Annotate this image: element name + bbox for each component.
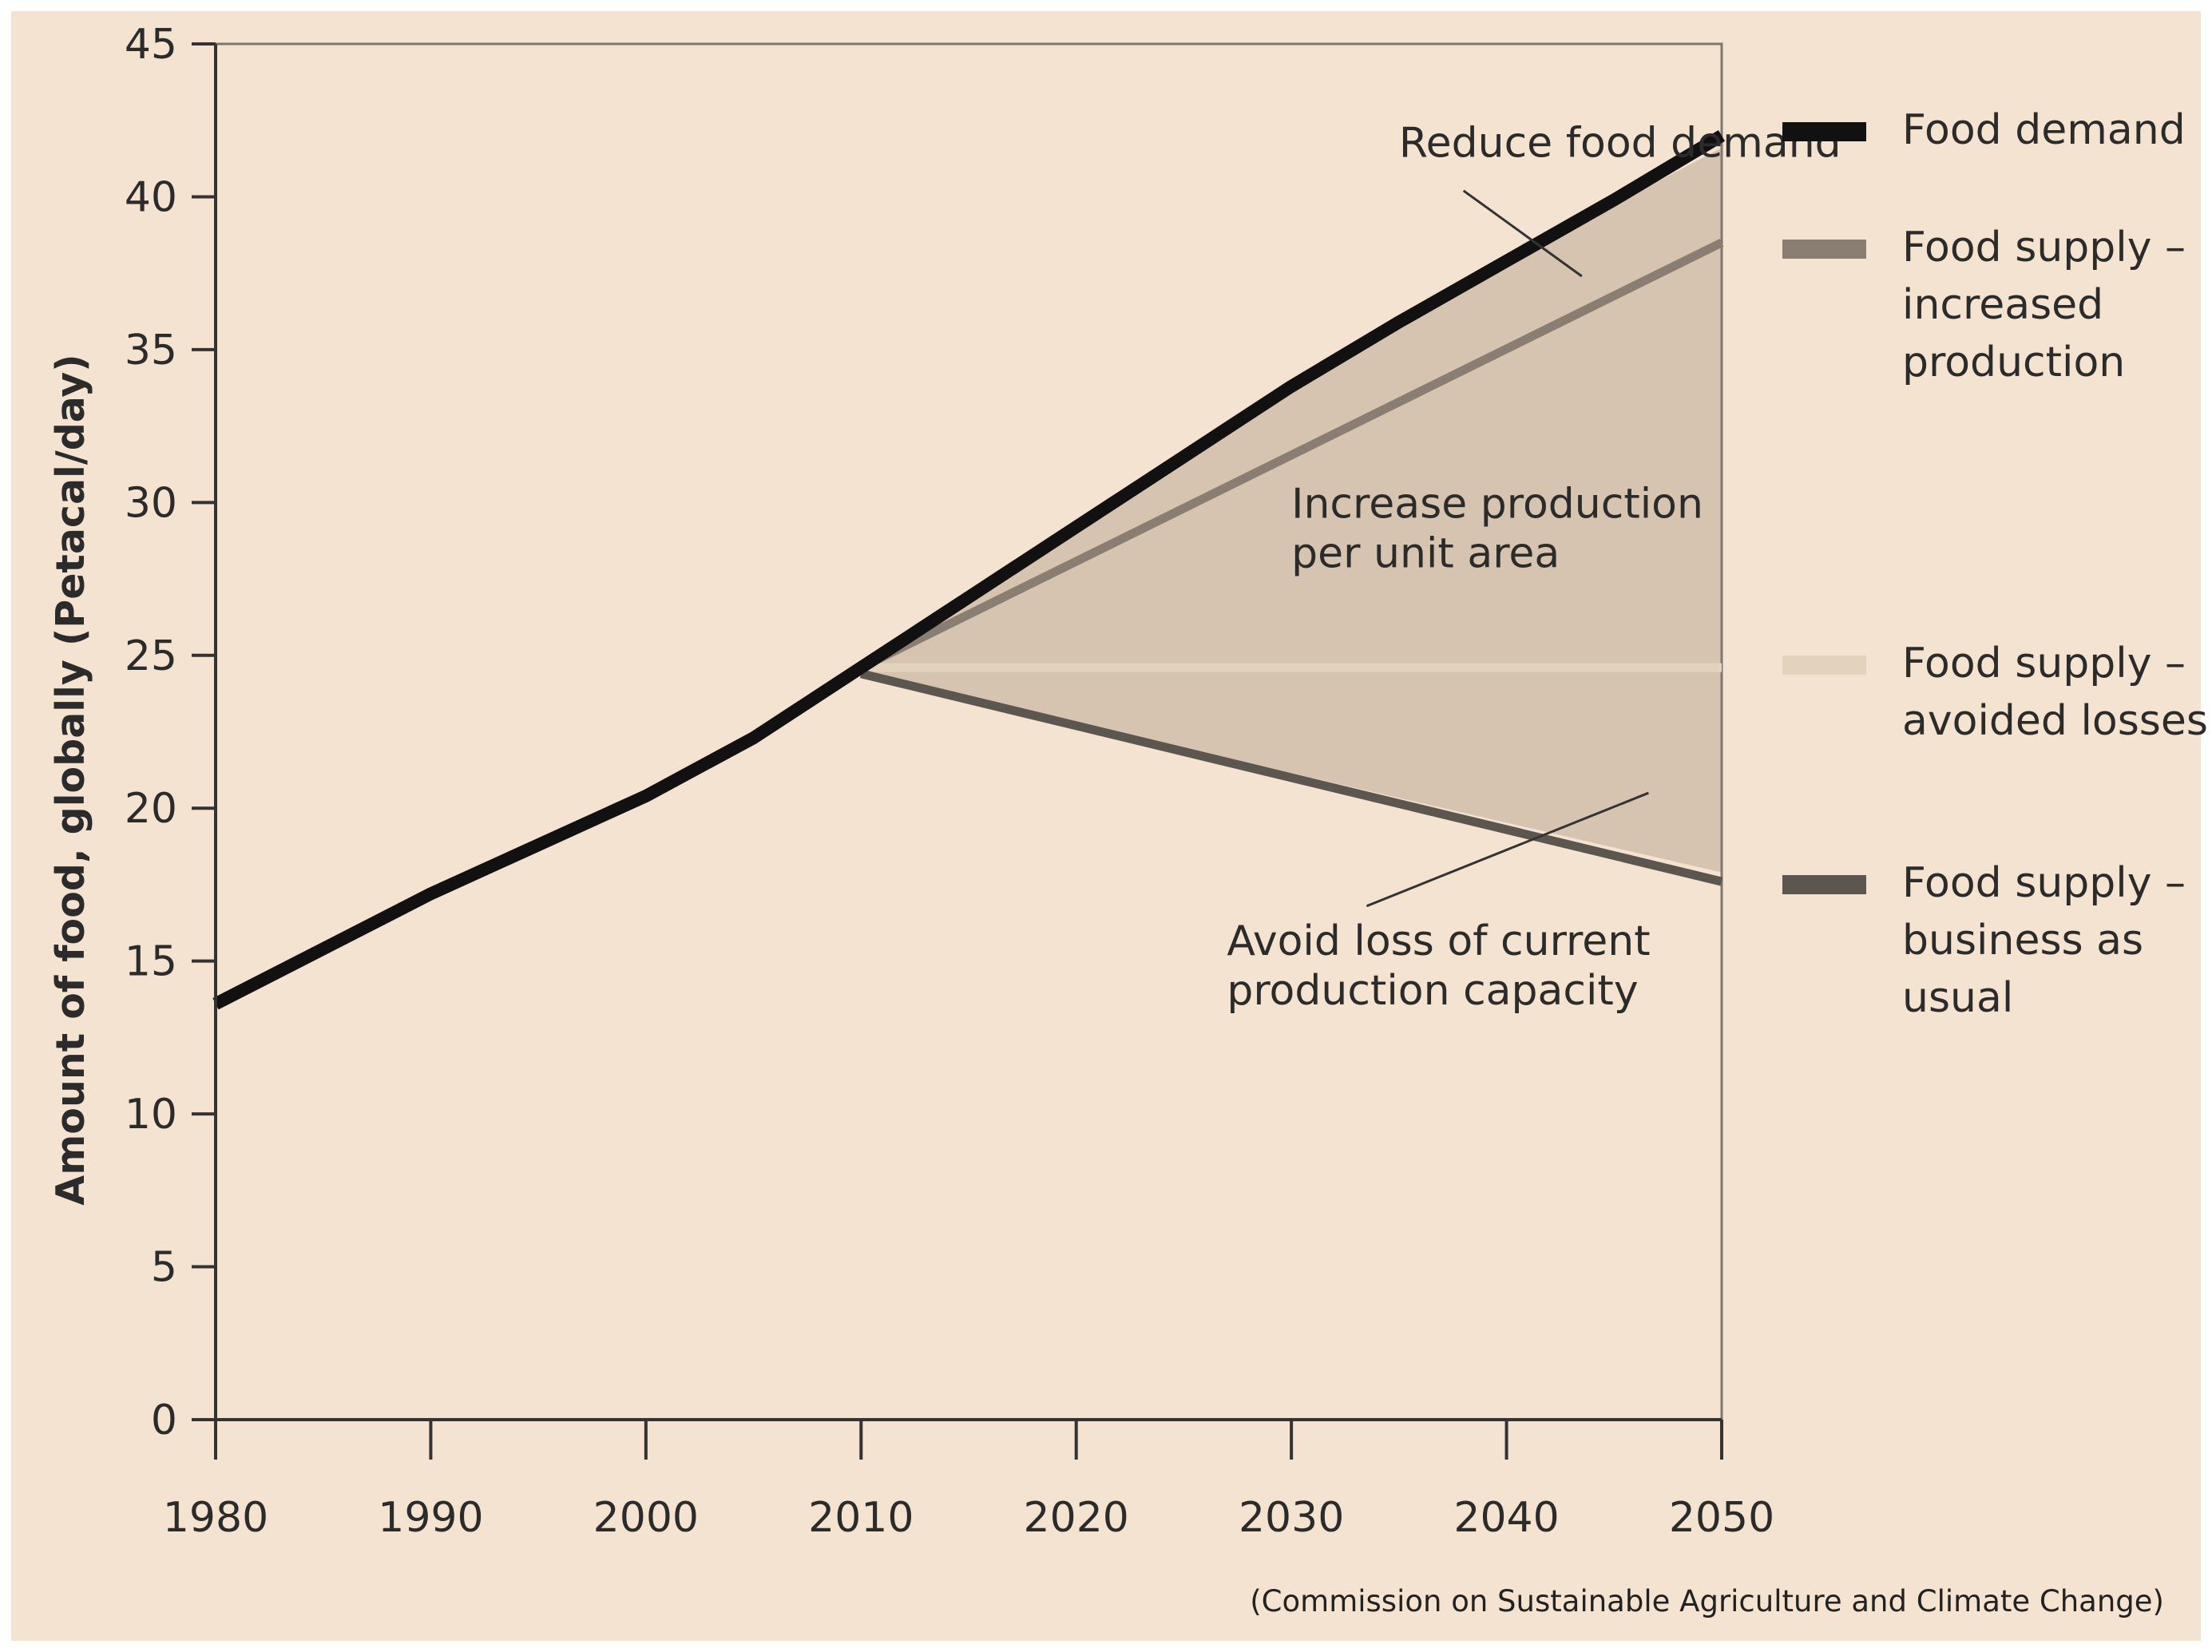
legend-label: Food supply – increased production <box>1902 224 2186 386</box>
x-tick-label: 2010 <box>808 1494 914 1542</box>
y-tick-label: 20 <box>125 785 177 833</box>
legend-label-line: Food supply – <box>1902 859 2186 907</box>
y-tick-label: 45 <box>125 21 177 69</box>
x-tick-label: 1980 <box>163 1494 268 1542</box>
legend-label-line: Food supply – <box>1902 224 2186 271</box>
annotation-line: production capacity <box>1227 967 1638 1015</box>
x-tick-label: 2040 <box>1453 1494 1559 1542</box>
legend-label-line: Food supply – <box>1902 640 2186 687</box>
legend-label: Food supply – avoided losses <box>1902 640 2208 745</box>
shaded-gap-region <box>861 148 1722 873</box>
y-tick-label: 5 <box>151 1244 177 1292</box>
y-tick-label: 25 <box>125 632 177 680</box>
chart-background <box>11 11 2201 1641</box>
series-line-3 <box>859 669 1723 886</box>
y-axis-title: Amount of food, globally (Petacal/day) <box>48 354 93 1205</box>
annotation-label: Reduce food demand <box>1399 120 1841 168</box>
annotation-line: Reduce food demand <box>1399 120 1841 168</box>
y-tick-label: 40 <box>125 173 177 221</box>
x-tick-label: 2050 <box>1669 1494 1774 1542</box>
legend-swatch <box>1782 875 1866 894</box>
x-tick-label: 2000 <box>593 1494 699 1542</box>
y-tick-label: 30 <box>125 479 177 527</box>
legend-label-line: usual <box>1902 974 2013 1022</box>
y-tick-label: 10 <box>125 1091 177 1139</box>
legend-swatch <box>1782 240 1866 259</box>
legend-label-line: business as <box>1902 917 2143 965</box>
legend-swatch <box>1782 656 1866 675</box>
annotation-pointer <box>1366 791 1649 908</box>
annotation-line: Increase production <box>1291 480 1703 528</box>
legend-label-line: production <box>1902 339 2125 386</box>
y-tick-label: 15 <box>125 938 177 986</box>
legend: Food demand Food supply – increased product… <box>1782 106 2208 1022</box>
x-tick-label: 1990 <box>378 1494 483 1542</box>
annotation-label: Avoid loss of current production capacity <box>1227 917 1650 1015</box>
annotation-line: per unit area <box>1291 529 1560 577</box>
y-tick-label: 0 <box>151 1396 177 1444</box>
axes: 1980 1990 2000 2010 2020 2030 2040 2050 0510152… <box>48 21 1774 1542</box>
legend-swatch <box>1782 122 1866 141</box>
source-note: (Commission on Sustainable Agriculture a… <box>1250 1584 2164 1618</box>
x-tick-label: 2020 <box>1024 1494 1129 1542</box>
legend-label: Food supply – business as usual <box>1902 859 2186 1022</box>
series-line-1 <box>858 238 1724 672</box>
legend-label-line: increased <box>1902 281 2103 329</box>
series-line-0 <box>212 129 1726 1010</box>
legend-label-line: Food demand <box>1902 106 2186 154</box>
y-tick-label: 35 <box>125 327 177 374</box>
annotation-pointer <box>1462 189 1583 278</box>
legend-label-line: avoided losses <box>1902 697 2208 745</box>
annotation-label: Increase production per unit area <box>1291 480 1703 577</box>
x-tick-label: 2030 <box>1239 1494 1344 1542</box>
annotation-line: Avoid loss of current <box>1227 917 1650 965</box>
legend-label: Food demand <box>1902 106 2186 154</box>
